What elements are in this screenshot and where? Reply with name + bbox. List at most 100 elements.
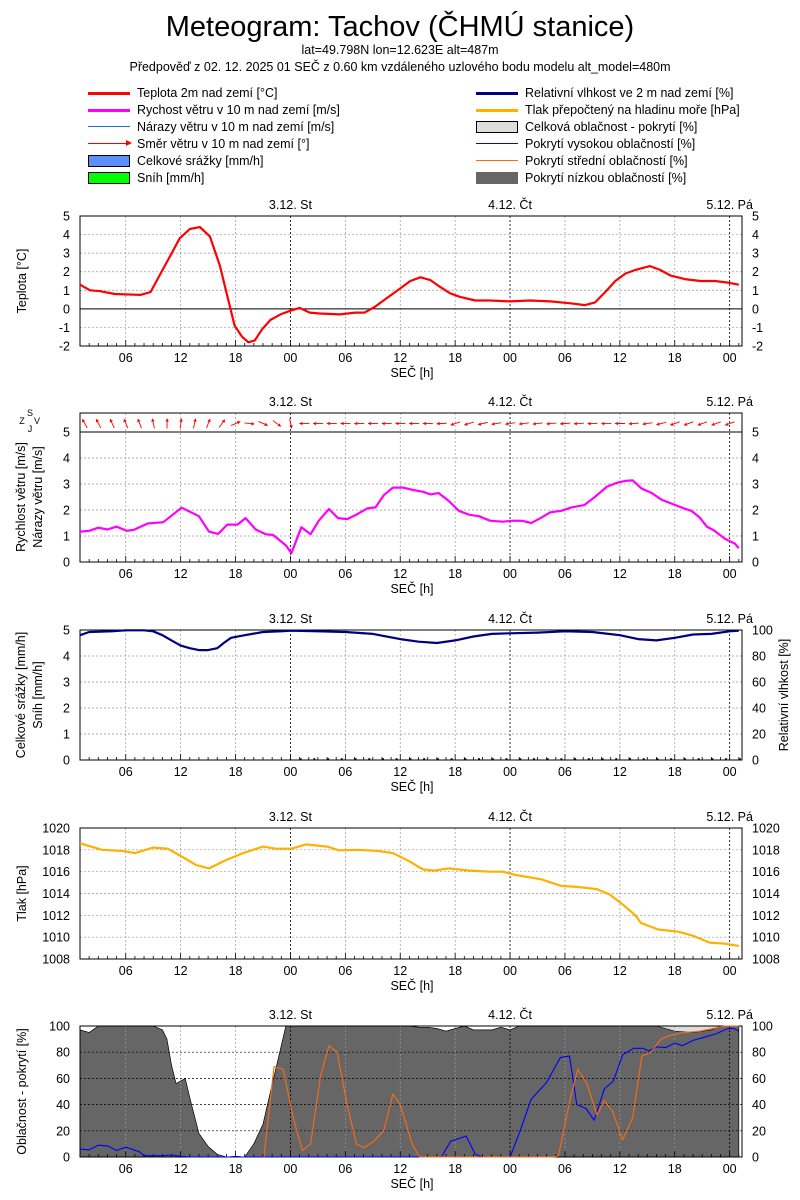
y-tick-label: 1010 bbox=[42, 931, 70, 945]
wind-arrow-icon bbox=[165, 418, 169, 429]
wind-arrow-icon bbox=[505, 422, 516, 426]
y-tick-label-right: -2 bbox=[752, 340, 763, 354]
legend-label: Směr větru v 10 m nad zemí [°] bbox=[137, 137, 310, 151]
arrow-head bbox=[656, 422, 660, 426]
wind-arrow-icon bbox=[272, 420, 282, 427]
x-tick-label: 06 bbox=[558, 765, 572, 779]
legend-label: Teplota 2m nad zemí [°C] bbox=[137, 86, 278, 100]
day-label: 3.12. St bbox=[269, 1008, 313, 1022]
arrow-head bbox=[683, 422, 688, 426]
legend-swatch bbox=[88, 172, 130, 184]
wind-arrow-icon bbox=[137, 418, 142, 429]
legend-label: Pokrytí vysokou oblačností [%] bbox=[525, 137, 696, 151]
y-tick-label-right: 20 bbox=[752, 1124, 766, 1138]
legend-swatch bbox=[476, 121, 518, 133]
x-tick-label: 18 bbox=[448, 765, 462, 779]
arrow-head bbox=[221, 419, 225, 423]
wind-arrow-icon bbox=[601, 421, 612, 426]
arrow-head bbox=[354, 421, 358, 426]
series-line bbox=[79, 842, 739, 947]
arrow-head bbox=[326, 421, 330, 426]
wind-arrow-icon bbox=[179, 418, 183, 429]
y-tick-label-right: 1 bbox=[752, 284, 759, 298]
x-tick-label: 00 bbox=[723, 765, 737, 779]
x-tick-label: 12 bbox=[174, 567, 188, 581]
forecast-info: Předpověď z 02. 12. 2025 01 SEČ z 0.60 k… bbox=[129, 60, 671, 74]
x-tick-label: 12 bbox=[174, 765, 188, 779]
y-tick-label: 60 bbox=[56, 1072, 70, 1086]
y-tick-label-right: 1 bbox=[752, 530, 759, 544]
panel-clouds bbox=[79, 1025, 743, 1158]
arrow-head bbox=[587, 421, 591, 426]
wind-arrow-icon bbox=[491, 422, 502, 426]
x-tick-label: 18 bbox=[668, 351, 682, 365]
wind-arrow-icon bbox=[546, 421, 557, 426]
wind-arrow-icon bbox=[532, 421, 543, 426]
y-tick-label: 1018 bbox=[42, 843, 70, 857]
x-tick-label: 06 bbox=[119, 765, 133, 779]
y-tick-label: 3 bbox=[63, 478, 70, 492]
direction-axis-label: V bbox=[34, 416, 40, 426]
y-tick-label: 5 bbox=[63, 624, 70, 638]
y-axis-label: Celkové srážky [mm/h] bbox=[14, 632, 28, 758]
y-tick-label-right: 0 bbox=[752, 302, 759, 316]
x-tick-label: 12 bbox=[393, 964, 407, 978]
arrow-head bbox=[697, 422, 702, 426]
wind-arrow-icon bbox=[422, 421, 433, 426]
day-label: 5.12. Pá bbox=[706, 810, 753, 824]
arrow-head bbox=[642, 422, 646, 426]
legend-swatch bbox=[476, 143, 518, 144]
wind-arrow-icon bbox=[464, 421, 474, 426]
wind-arrow-icon bbox=[206, 418, 211, 429]
x-tick-label: 00 bbox=[283, 351, 297, 365]
wind-arrow-icon bbox=[670, 421, 680, 426]
x-tick-label: 18 bbox=[448, 964, 462, 978]
x-tick-label: 18 bbox=[668, 765, 682, 779]
plot-frame bbox=[79, 412, 743, 563]
x-tick-label: 00 bbox=[283, 567, 297, 581]
wind-arrow-icon bbox=[299, 421, 310, 426]
x-tick-label: 12 bbox=[613, 567, 627, 581]
wind-arrow-icon bbox=[436, 421, 447, 426]
y-tick-label: 80 bbox=[56, 1046, 70, 1060]
x-tick-label: 00 bbox=[723, 567, 737, 581]
wind-arrow-icon bbox=[354, 421, 365, 426]
y-axis-label: Tlak [hPa] bbox=[15, 865, 29, 921]
x-tick-label: 00 bbox=[503, 964, 517, 978]
x-tick-label: 06 bbox=[338, 964, 352, 978]
y-tick-label: 1 bbox=[63, 284, 70, 298]
legend-swatch bbox=[476, 92, 518, 95]
arrow-head bbox=[95, 419, 100, 423]
x-tick-label: 12 bbox=[393, 567, 407, 581]
day-label: 4.12. Čt bbox=[488, 809, 532, 824]
y-tick-label: 1 bbox=[63, 728, 70, 742]
y-tick-label-right: 5 bbox=[752, 426, 759, 440]
wind-arrow-icon bbox=[367, 421, 378, 426]
y-tick-label-right: 1010 bbox=[752, 931, 780, 945]
arrow-head bbox=[82, 419, 86, 423]
y-axis-label-2: Sníh [mm/h] bbox=[31, 661, 45, 728]
y-tick-label: 1014 bbox=[42, 887, 70, 901]
y-tick-label-right: 0 bbox=[752, 1151, 759, 1165]
plot-frame bbox=[79, 629, 743, 761]
arrow-head bbox=[123, 418, 127, 423]
wind-arrow-icon bbox=[193, 418, 197, 429]
arrow-head bbox=[518, 421, 523, 426]
legend-swatch bbox=[88, 109, 130, 112]
y-tick-label: -1 bbox=[59, 321, 70, 335]
day-label: 4.12. Čt bbox=[488, 1007, 532, 1022]
x-tick-label: 00 bbox=[503, 351, 517, 365]
arrow-head bbox=[422, 421, 426, 426]
y-tick-label-right: -1 bbox=[752, 321, 763, 335]
wind-arrow-icon bbox=[656, 421, 667, 426]
day-label: 5.12. Pá bbox=[706, 198, 753, 212]
arrow-head bbox=[464, 422, 468, 426]
arrow-icon bbox=[126, 140, 132, 146]
y-axis-label: Rychlost větru [m/s] bbox=[14, 442, 28, 552]
plot-frame bbox=[79, 827, 743, 960]
wind-arrow-icon bbox=[258, 421, 268, 426]
x-tick-label: 00 bbox=[283, 1162, 297, 1176]
x-axis-label: SEČ [h] bbox=[390, 978, 433, 993]
x-tick-label: 18 bbox=[229, 567, 243, 581]
panel-precip_humidity bbox=[79, 629, 743, 761]
